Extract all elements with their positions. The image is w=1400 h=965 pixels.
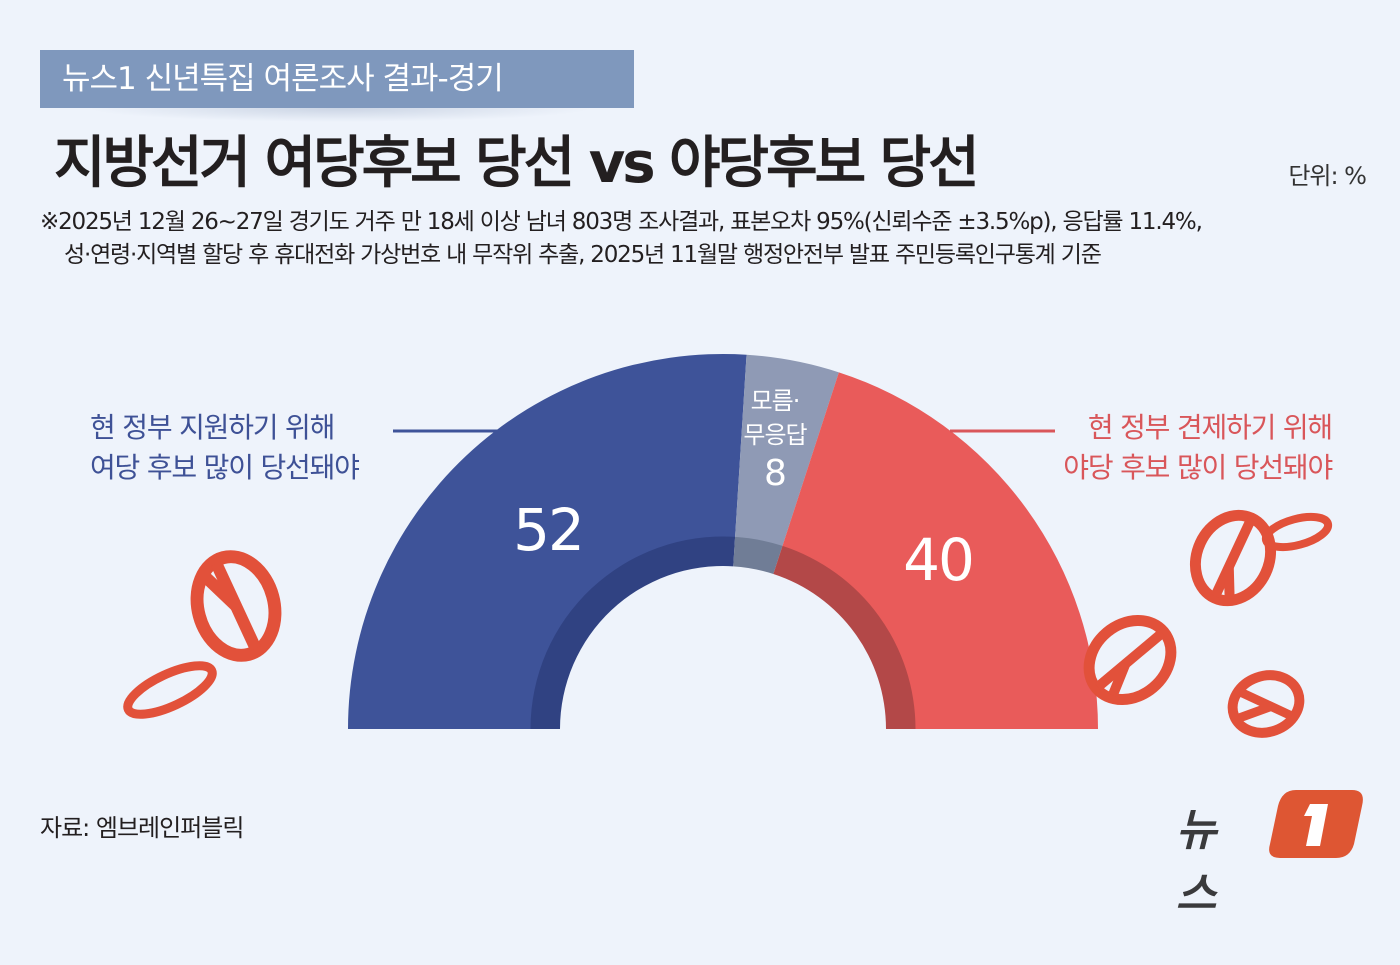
arc-unknown-inner-band [733, 536, 783, 574]
arc-unknown [735, 354, 839, 547]
arc-opposition-inner-band [773, 545, 916, 729]
label-ruling-line1: 현 정부 지원하기 위해 [90, 411, 335, 444]
label-ruling-line2: 여당 후보 많이 당선돼야 [90, 451, 360, 484]
label-unknown-line2: 무응답 [743, 421, 807, 449]
news1-logo-badge [1269, 790, 1363, 858]
value-unknown: 8 [764, 453, 787, 494]
label-opposition-party: 현 정부 견제하기 위해 야당 후보 많이 당선돼야 [1063, 408, 1333, 488]
chart-arcs [348, 354, 1098, 729]
vote-stamp-icon [1261, 512, 1333, 552]
survey-note-line1: ※2025년 12월 26~27일 경기도 거주 만 18세 이상 남녀 803… [40, 209, 1203, 235]
arc-ruling-inner-band [530, 536, 736, 729]
unit-label: 단위: % [1288, 162, 1367, 190]
label-opposition-line2: 야당 후보 많이 당선돼야 [1063, 451, 1333, 484]
value-ruling: 52 [513, 496, 585, 564]
vote-stamp-icon [1227, 670, 1305, 738]
vote-stamp-icon [1189, 509, 1277, 607]
page-title: 지방선거 여당후보 당선 vs 야당후보 당선 [54, 131, 980, 196]
kicker-shadow [85, 108, 595, 122]
vote-stamp-icon [1083, 614, 1177, 706]
label-unknown: 모름· 무응답 8 [743, 384, 807, 496]
survey-note-line2: 성·연령·지역별 할당 후 휴대전화 가상번호 내 무작위 추출, 2025년 … [64, 242, 1102, 268]
kicker-banner: 뉴스1 신년특집 여론조사 결과-경기 [40, 50, 634, 108]
value-opposition: 40 [903, 526, 975, 594]
source-label: 자료: 엠브레인퍼블릭 [40, 814, 244, 842]
vote-stamp-icon [190, 550, 282, 662]
label-ruling-party: 현 정부 지원하기 위해 여당 후보 많이 당선돼야 [90, 408, 360, 488]
survey-note: ※2025년 12월 26~27일 경기도 거주 만 18세 이상 남녀 803… [40, 206, 1380, 272]
arc-ruling [348, 354, 747, 729]
vote-stamp-icon [123, 661, 217, 719]
label-opposition-line1: 현 정부 견제하기 위해 [1087, 411, 1333, 444]
arc-opposition [782, 372, 1098, 729]
label-unknown-line1: 모름· [750, 387, 801, 415]
logo-text: 뉴스 [1176, 805, 1217, 920]
